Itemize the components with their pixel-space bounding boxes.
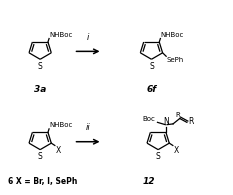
Text: S: S [156,152,161,161]
Text: 12: 12 [143,177,155,186]
Text: 6 X = Br, I, SePh: 6 X = Br, I, SePh [8,177,77,186]
Text: SePh: SePh [167,57,184,63]
Text: i: i [87,33,89,42]
Text: R: R [176,112,180,118]
Text: 3a: 3a [34,85,46,94]
Text: ·: · [179,111,180,116]
Text: NHBoc: NHBoc [49,122,73,129]
Text: X: X [55,146,61,155]
Text: 6f: 6f [146,85,157,94]
Text: N: N [163,117,169,126]
Text: Boc: Boc [142,116,155,122]
Text: X: X [173,146,178,155]
Text: S: S [149,62,154,71]
Text: S: S [38,152,43,161]
Text: NHBoc: NHBoc [49,32,73,38]
Text: R: R [188,117,193,127]
Text: NHBoc: NHBoc [161,32,184,38]
Text: ii: ii [86,123,90,132]
Text: S: S [38,62,43,71]
